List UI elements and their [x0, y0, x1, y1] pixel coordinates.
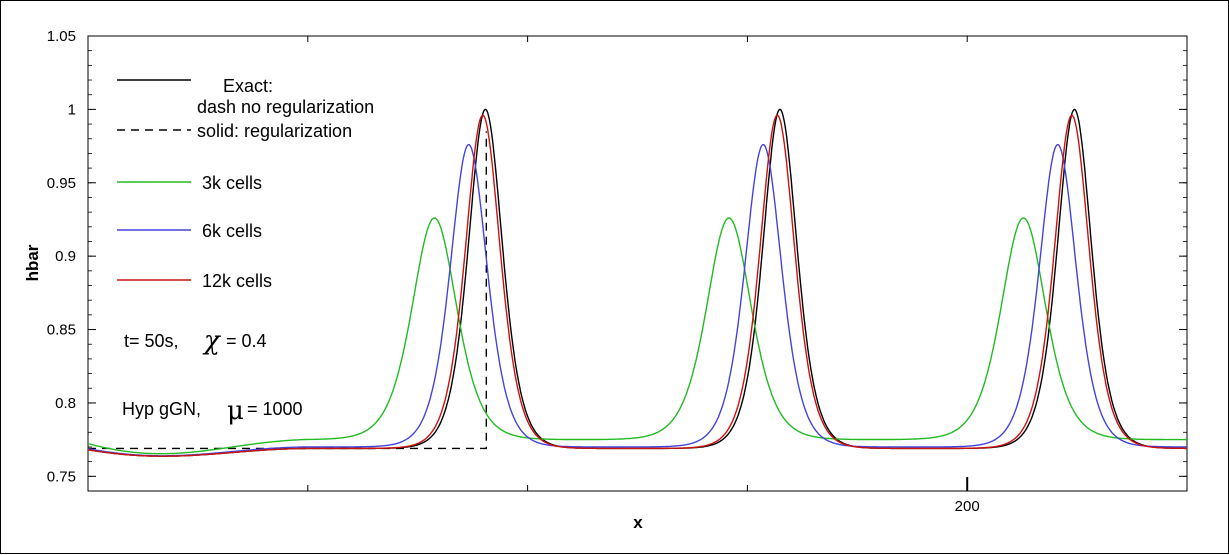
legend-label-12k: 12k cells [202, 271, 272, 291]
legend-exact-label: Exact: [223, 76, 273, 96]
annotation-time-chi: t= 50s, χ = 0.4 [124, 326, 267, 356]
chi-symbol: χ [202, 326, 222, 356]
series-line-3k-cells [87, 217, 1187, 455]
legend-label-3k: 3k cells [202, 173, 262, 193]
x-axis-title: x [633, 513, 643, 532]
y-tick-label: 1 [68, 101, 76, 118]
time-label: t= 50s, [124, 331, 179, 351]
plot-area [87, 35, 1188, 492]
mu-symbol: μ [227, 396, 244, 426]
legend-solid-note: solid: regularization [197, 121, 352, 141]
x-axis-ticks: 200 [307, 36, 980, 515]
legend: Exact: dash no regularization solid: reg… [117, 76, 374, 291]
legend-dash-note: dash no regularization [197, 97, 374, 117]
y-tick-label: 0.75 [47, 468, 76, 485]
mu-value: = 1000 [247, 399, 303, 419]
series-line-12k-cells [87, 114, 1187, 457]
series-line-6k-cells [87, 143, 1187, 457]
x-tick-label: 200 [955, 498, 980, 515]
y-axis-title: hbar [23, 244, 42, 281]
y-tick-label: 0.8 [55, 395, 76, 412]
y-axis-ticks: 0.75 0.8 0.85 0.9 0.95 1 1.05 [47, 28, 1187, 485]
y-tick-label: 0.85 [47, 322, 76, 339]
chi-value: = 0.4 [226, 331, 267, 351]
y-tick-label: 1.05 [47, 28, 76, 45]
y-tick-label: 0.9 [55, 248, 76, 265]
series-layer [87, 108, 1187, 457]
annotation-model-mu: Hyp gGN, μ = 1000 [122, 396, 303, 426]
y-tick-label: 0.95 [47, 175, 76, 192]
legend-label-6k: 6k cells [202, 221, 262, 241]
model-label: Hyp gGN, [122, 399, 201, 419]
